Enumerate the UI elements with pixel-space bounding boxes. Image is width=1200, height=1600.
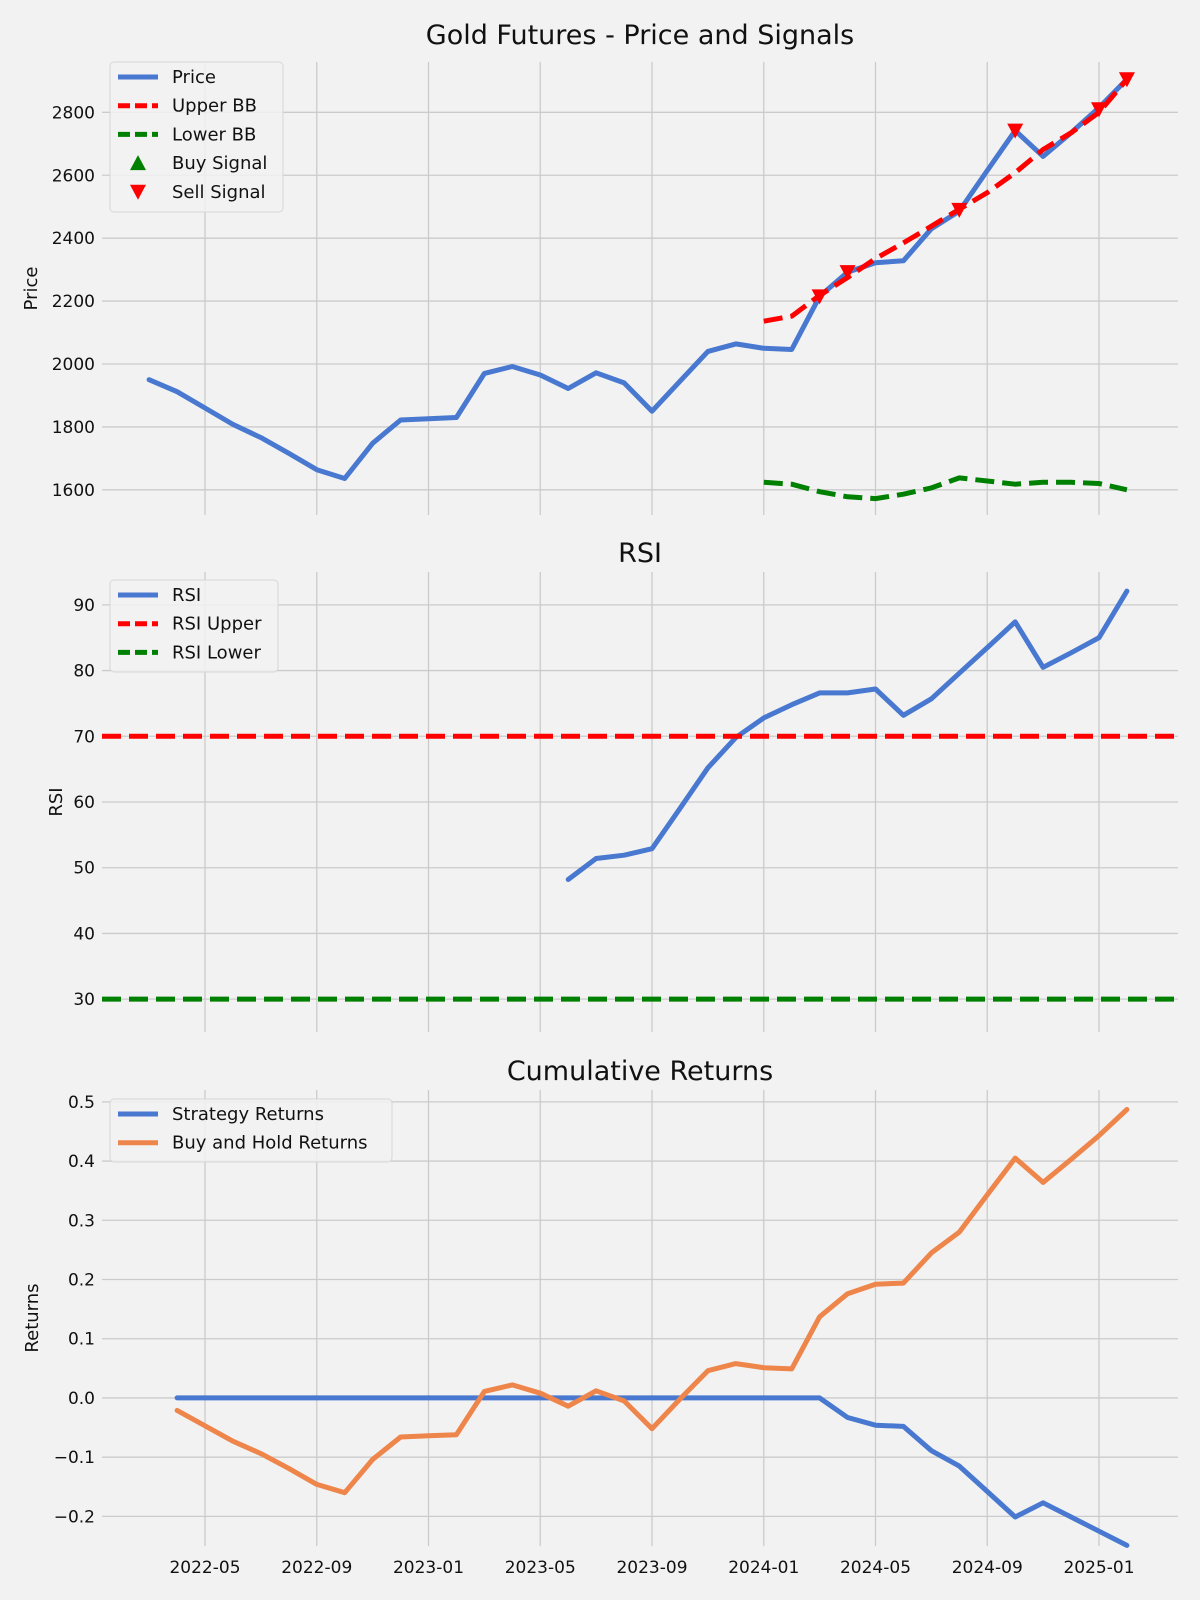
series-line	[763, 77, 1129, 324]
y-tick-label: 50	[73, 859, 95, 879]
legend-label: Upper BB	[172, 96, 257, 117]
x-tick-label: 2023-09	[616, 1558, 687, 1578]
y-tick-label: 1600	[52, 481, 95, 501]
x-tick-label: 2023-05	[505, 1558, 576, 1578]
legend-box	[109, 579, 279, 673]
y-tick-label: 0.1	[68, 1330, 95, 1350]
legend-label: Lower BB	[172, 124, 256, 145]
x-tick-label: 2024-09	[952, 1558, 1023, 1578]
series-line	[174, 1107, 1130, 1496]
y-tick-label: −0.1	[54, 1448, 95, 1468]
legend-label: RSI Upper	[172, 614, 262, 635]
series-line	[565, 588, 1130, 882]
y-tick-label: 40	[73, 924, 95, 944]
y-tick-label: 70	[73, 727, 95, 747]
x-tick-label: 2023-01	[393, 1558, 464, 1578]
y-tick-label: 2200	[52, 292, 95, 312]
y-tick-label: 2000	[52, 355, 95, 375]
legend-label: RSI	[172, 585, 201, 606]
panel-2: 30 40 50 60 70 80 90 RSI RSI RSI RSI Upper RSI Lowe…	[46, 538, 1178, 1032]
signal-marker	[811, 289, 828, 305]
signal-marker	[839, 265, 856, 281]
y-tick-label: 0.4	[68, 1152, 95, 1172]
y-tick-label: −0.2	[54, 1507, 95, 1527]
y-tick-label: 2600	[52, 166, 95, 186]
chart-title: RSI	[618, 538, 662, 569]
signal-marker	[1118, 72, 1135, 88]
legend-swatch	[130, 184, 146, 200]
legend-label: RSI Lower	[172, 642, 261, 663]
y-tick-label: 90	[73, 596, 95, 616]
chart-title: Cumulative Returns	[507, 1056, 773, 1087]
y-tick-label: 80	[73, 662, 95, 682]
legend: Price Upper BB Lower BB Buy Signal Sell Sign…	[109, 61, 284, 213]
signal-marker	[1091, 102, 1107, 118]
series-line	[174, 1395, 1130, 1548]
y-tick-label: 2800	[52, 103, 95, 123]
x-tick-label: 2025-01	[1063, 1558, 1134, 1578]
y-tick-label: 0.2	[68, 1271, 95, 1291]
y-tick-label: 0.0	[68, 1389, 95, 1409]
chart-title: Gold Futures - Price and Signals	[426, 20, 854, 51]
y-tick-label: 60	[73, 793, 95, 813]
y-tick-label: 0.3	[68, 1211, 95, 1231]
legend-label: Buy Signal	[172, 153, 267, 174]
signal-marker	[1007, 123, 1024, 139]
legend-swatch	[130, 155, 146, 171]
y-tick-label: 2400	[52, 229, 95, 249]
legend-box	[109, 61, 284, 213]
legend-label: Price	[172, 67, 216, 88]
y-axis-label: Returns	[22, 1283, 43, 1352]
panel-3: −0.2 −0.1 0.0 0.1 0.2 0.3 0.4 0.5 2022-05 2022-09…	[22, 1056, 1178, 1578]
x-tick-label: 2022-09	[281, 1558, 352, 1578]
legend-label: Strategy Returns	[172, 1104, 324, 1125]
panel-1: 1600 1800 2000 2200 2400 2600 2800 Gold Futures…	[21, 20, 1178, 515]
y-tick-label: 0.5	[68, 1093, 95, 1113]
x-tick-label: 2024-05	[840, 1558, 911, 1578]
signal-marker	[951, 202, 968, 218]
legend-box	[109, 1098, 393, 1163]
y-tick-label: 30	[73, 990, 95, 1010]
x-tick-label: 2022-05	[169, 1558, 240, 1578]
x-tick-label: 2024-01	[728, 1558, 799, 1578]
legend-label: Buy and Hold Returns	[172, 1133, 368, 1154]
legend: RSI RSI Upper RSI Lower	[109, 579, 279, 673]
legend-label: Sell Signal	[172, 182, 266, 203]
series-line	[146, 76, 1130, 481]
y-axis-label: Price	[21, 267, 42, 311]
y-tick-label: 1800	[52, 418, 95, 438]
legend: Strategy Returns Buy and Hold Returns	[109, 1098, 393, 1163]
series-line	[763, 475, 1128, 502]
y-axis-label: RSI	[46, 787, 67, 816]
